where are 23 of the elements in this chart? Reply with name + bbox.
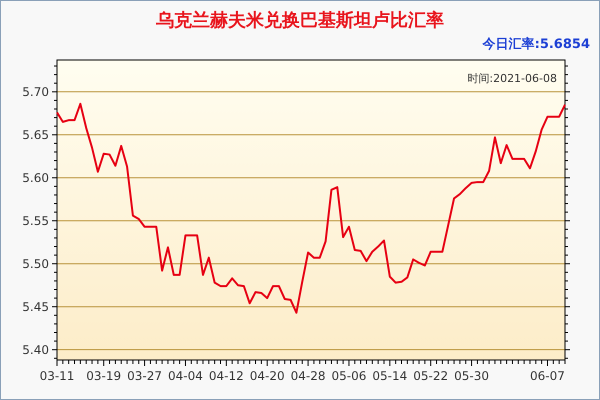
- y-tick-label: 5.40: [22, 342, 49, 357]
- y-tick-label: 5.55: [22, 214, 49, 228]
- y-tick-label: 5.60: [22, 170, 49, 185]
- x-tick-label: 03-27: [127, 369, 162, 383]
- x-tick-label: 06-07: [530, 369, 565, 383]
- x-tick-label: 05-22: [413, 369, 448, 383]
- y-tick-label: 5.50: [22, 256, 49, 271]
- text: 今日汇率:5.6854: [482, 36, 590, 52]
- x-tick-label: 05-30: [454, 369, 490, 383]
- chart-title: 乌克兰赫夫米兑换巴基斯坦卢比汇率: [155, 10, 444, 31]
- x-tick-label: 03-19: [86, 369, 122, 383]
- x-tick-label: 03-11: [40, 369, 74, 383]
- y-tick-label: 5.45: [22, 300, 49, 314]
- x-tick-label: 04-12: [208, 369, 244, 383]
- annotation: 时间:2021-06-08: [467, 72, 557, 85]
- x-tick-label: 04-04: [168, 369, 203, 383]
- y-tick-label: 5.65: [22, 128, 49, 142]
- x-tick-label: 05-14: [372, 369, 408, 383]
- y-tick-label: 5.70: [22, 85, 49, 100]
- x-tick-label: 04-20: [250, 369, 285, 383]
- x-tick-label: 05-06: [332, 369, 366, 383]
- x-tick-label: 04-28: [290, 369, 326, 383]
- line-series: [56, 102, 566, 314]
